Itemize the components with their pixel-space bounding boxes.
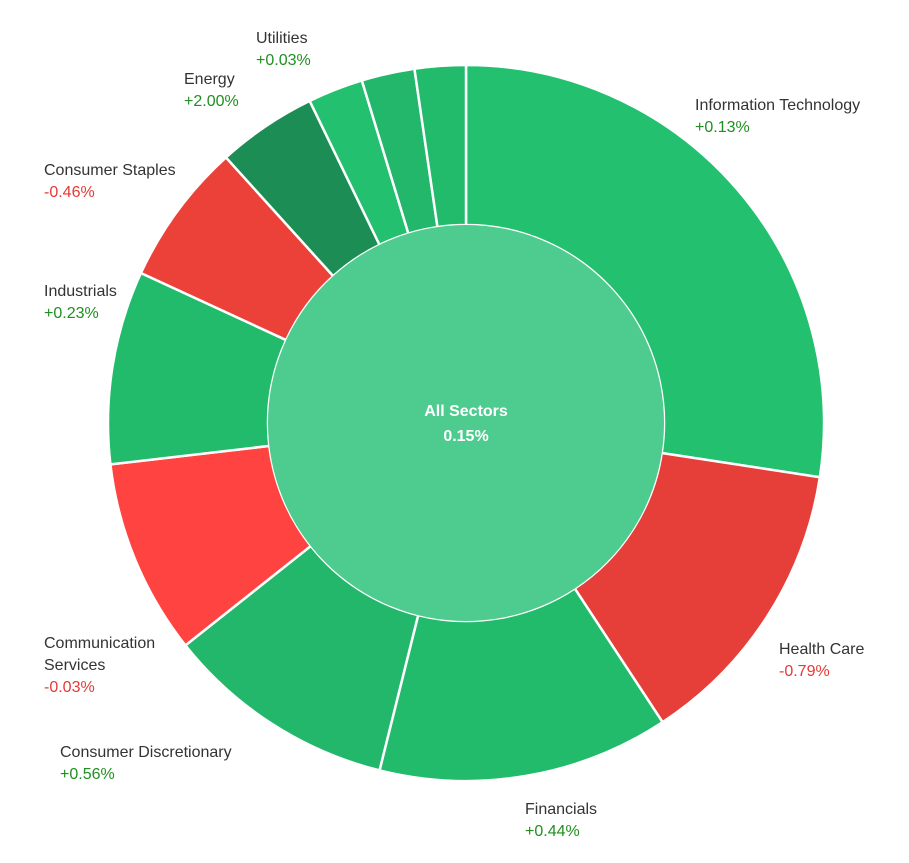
label-consumer-discretionary: Consumer Discretionary +0.56% [60, 744, 232, 783]
sector-name: Financials [525, 801, 597, 818]
sector-name: Industrials [44, 283, 117, 300]
sector-change: +0.56% [60, 766, 115, 783]
sector-change: -0.03% [44, 679, 95, 696]
label-utilities: Utilities +0.03% [256, 30, 311, 69]
sector-change: -0.46% [44, 184, 95, 201]
sector-change: +0.44% [525, 823, 580, 840]
label-consumer-staples: Consumer Staples -0.46% [44, 162, 176, 201]
sector-labels: Information Technology +0.13% Health Care -… [44, 30, 864, 840]
sector-change: +0.23% [44, 305, 99, 322]
sector-change: +0.03% [256, 52, 311, 69]
sector-name: Communication [44, 635, 155, 652]
center-value: 0.15% [443, 428, 488, 445]
sector-name: Consumer Staples [44, 162, 176, 179]
sector-name: Services [44, 657, 105, 674]
sector-name: Utilities [256, 30, 308, 47]
sector-name: Information Technology [695, 97, 860, 114]
label-communication-services: Communication Services -0.03% [44, 635, 155, 696]
sector-change: +0.13% [695, 119, 750, 136]
sector-change: +2.00% [184, 93, 239, 110]
donut-segments [106, 63, 826, 783]
sector-name: Energy [184, 71, 235, 88]
label-industrials: Industrials +0.23% [44, 283, 117, 322]
label-health-care: Health Care -0.79% [779, 641, 864, 680]
sector-change: -0.79% [779, 663, 830, 680]
label-energy: Energy +2.00% [184, 71, 239, 110]
sector-name: Consumer Discretionary [60, 744, 232, 761]
center-circle [268, 225, 664, 621]
center-label: All Sectors [424, 403, 508, 420]
label-information-technology: Information Technology +0.13% [695, 97, 860, 136]
sector-name: Health Care [779, 641, 864, 658]
label-financials: Financials +0.44% [525, 801, 597, 840]
